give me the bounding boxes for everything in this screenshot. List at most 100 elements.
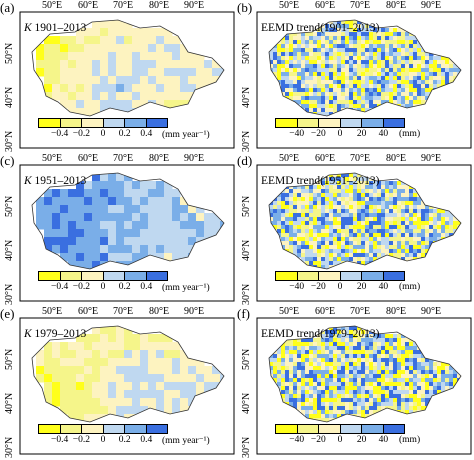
region-outline: [268, 172, 462, 270]
legend-tick-label: 0.2: [118, 435, 131, 445]
trend-raster: [269, 173, 461, 269]
legend-tick-label: −40: [289, 282, 305, 292]
region-outline: [31, 172, 225, 270]
legend-swatch: [103, 425, 125, 433]
trend-raster: [269, 326, 461, 422]
lon-tick-label: 60°E: [315, 0, 336, 11]
legend-tick-label: 0.4: [140, 282, 153, 292]
legend-tick-label: 40: [378, 435, 389, 445]
title-k: K: [24, 22, 32, 34]
legend-swatch: [146, 425, 167, 433]
lon-tick-label: 90°E: [421, 153, 442, 164]
panel-letter: (a): [0, 0, 15, 15]
lon-tick-label: 90°E: [184, 306, 205, 317]
legend-swatch: [60, 272, 82, 280]
legend-swatch: [383, 425, 404, 433]
legend-tick-label: −0.4: [51, 282, 69, 292]
region-outline: [268, 19, 462, 117]
legend-swatch: [362, 425, 384, 433]
lat-tick-label: 50°N: [241, 348, 252, 370]
legend-swatch: [340, 119, 362, 127]
legend-tick-label: −0.4: [51, 435, 69, 445]
map-title: K 1979–2013: [24, 328, 86, 340]
legend-tick-label: −40: [289, 435, 305, 445]
map-title: K 1951–2013: [24, 175, 86, 187]
legend-tick-label: 20: [356, 435, 367, 445]
lon-tick-label: 80°E: [149, 153, 170, 164]
lat-tick-label: 50°N: [241, 42, 252, 64]
legend-swatch: [297, 272, 319, 280]
panel-c: (c) K 1951–2013 50°E 60°E 70°E 80°E 90°E 50°N…: [0, 153, 237, 306]
lon-tick-label: 60°E: [78, 306, 99, 317]
legend-swatch: [276, 425, 298, 433]
lon-tick-label: 90°E: [421, 0, 442, 11]
lon-tick-label: 80°E: [386, 306, 407, 317]
legend-unit: (mm): [399, 435, 421, 445]
legend-tick-label: −20: [310, 282, 326, 292]
legend-swatch: [319, 119, 341, 127]
legend-swatch: [319, 425, 341, 433]
title-text: 1979–2013: [31, 328, 87, 340]
legend-swatch: [125, 119, 147, 127]
legend-colorbar: [38, 424, 168, 434]
legend-swatch: [39, 119, 61, 127]
legend-tick-label: 0: [337, 129, 343, 139]
legend-swatch: [125, 425, 147, 433]
lon-tick-label: 90°E: [184, 0, 205, 11]
legend-swatch: [103, 272, 125, 280]
legend-tick-label: −0.2: [72, 435, 90, 445]
legend-tick-label: 0: [100, 435, 106, 445]
legend-tick-label: −0.2: [72, 129, 90, 139]
lat-tick-label: 40°N: [4, 392, 15, 414]
lon-tick-label: 70°E: [113, 153, 134, 164]
lon-tick-label: 80°E: [386, 0, 407, 11]
legend-tick-label: 20: [356, 129, 367, 139]
legend-tick-label: 0.2: [118, 129, 131, 139]
lon-tick-label: 90°E: [421, 306, 442, 317]
panel-letter: (b): [237, 0, 253, 15]
lat-tick-label: 30°N: [241, 283, 252, 305]
legend-swatch: [125, 272, 147, 280]
title-text: EEMD trend(1951–2013): [261, 175, 380, 187]
lon-tick-label: 80°E: [149, 306, 170, 317]
legend-tick-label: 0: [100, 282, 106, 292]
legend-unit: (mm): [399, 129, 421, 139]
panel-b: (b) EEMD trend(1901–2013) 50°E 60°E 70°E 80…: [237, 0, 474, 153]
lon-tick-label: 50°E: [42, 306, 63, 317]
lon-tick-label: 80°E: [149, 0, 170, 11]
legend-tick-label: 40: [378, 282, 389, 292]
lon-tick-label: 50°E: [42, 153, 63, 164]
title-text: EEMD trend(1979–2013): [261, 328, 380, 340]
lon-tick-label: 70°E: [350, 153, 371, 164]
legend-swatch: [146, 272, 167, 280]
lat-tick-label: 50°N: [4, 42, 15, 64]
lat-tick-label: 30°N: [4, 436, 15, 458]
lon-tick-label: 70°E: [350, 0, 371, 11]
legend-tick-label: 0.4: [140, 129, 153, 139]
legend-swatch: [383, 119, 404, 127]
legend-swatch: [82, 119, 104, 127]
legend-tick-label: −0.4: [51, 129, 69, 139]
legend-unit: (mm year⁻¹): [162, 130, 210, 140]
legend-unit: (mm): [399, 282, 421, 292]
lat-tick-label: 50°N: [241, 195, 252, 217]
panel-f: (f) EEMD trend(1979–2013) 50°E 60°E 70°E 80…: [237, 306, 474, 459]
legend-tick-label: −0.2: [72, 282, 90, 292]
legend-tick-label: 0: [337, 282, 343, 292]
legend-tick-label: −20: [310, 435, 326, 445]
legend-colorbar: [38, 271, 168, 281]
legend-tick-label: 0: [337, 435, 343, 445]
title-text: EEMD trend(1901–2013): [261, 22, 380, 34]
panel-letter: (f): [237, 306, 250, 321]
title-text: 1951–2013: [31, 175, 87, 187]
panel-letter: (c): [0, 153, 15, 168]
lon-tick-label: 60°E: [78, 153, 99, 164]
panel-a: (a) K 1901–2013 50°E 60°E 70°E 80°E 90°E 50°N…: [0, 0, 237, 153]
legend-swatch: [103, 119, 125, 127]
lat-tick-label: 30°N: [241, 130, 252, 152]
legend-tick-label: 40: [378, 129, 389, 139]
legend-swatch: [60, 425, 82, 433]
legend-swatch: [362, 272, 384, 280]
legend-colorbar: [275, 424, 405, 434]
title-k: K: [24, 175, 32, 187]
